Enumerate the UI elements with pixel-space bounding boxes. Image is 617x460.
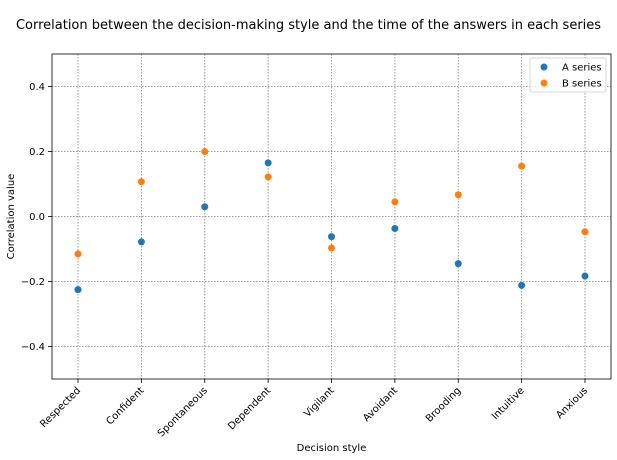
y-tick-label: −0.4 [21, 342, 45, 353]
x-tick-label: Avoidant [361, 385, 400, 424]
x-axis-label: Decision style [297, 443, 367, 454]
x-tick-label: Confident [104, 385, 146, 427]
a-series-point [328, 233, 335, 241]
x-tick-label: Dependent [226, 385, 273, 432]
x-tick-label: Vigilant [302, 385, 336, 419]
b-series-point [328, 244, 335, 252]
y-tick-label: −0.2 [21, 277, 45, 288]
legend-label: A series [562, 63, 602, 74]
b-series-point [581, 228, 589, 236]
b-series-point [518, 162, 526, 170]
a-series-point [581, 272, 589, 280]
a-series-point [201, 203, 209, 211]
y-tick-label: 0.0 [29, 212, 45, 223]
x-tick-label: Anxious [554, 385, 590, 421]
chart-title: Correlation between the decision-making … [15, 18, 602, 33]
b-series-point [137, 178, 145, 186]
x-tick-label: Respected [38, 385, 83, 430]
legend-box [529, 57, 607, 93]
b-series-point [391, 198, 399, 206]
b-series-point [74, 250, 82, 258]
axis-ticks: Respected Confident Spontaneous Dependent Vi… [21, 82, 590, 439]
legend-marker [540, 63, 548, 71]
b-series-point [264, 173, 272, 181]
y-tick-label: 0.4 [29, 82, 45, 93]
y-axis-label: Correlation value [6, 174, 17, 260]
a-series-point [391, 225, 399, 233]
grid [52, 54, 611, 379]
x-tick-label: Brooding [424, 385, 463, 424]
a-series-point [264, 159, 272, 167]
legend-label: B series [562, 79, 602, 90]
data-points [74, 148, 589, 294]
a-series-point [137, 238, 145, 246]
x-tick-label: Intuitive [490, 385, 527, 422]
y-tick-label: 0.2 [29, 147, 45, 158]
x-tick-label: Spontaneous [156, 385, 210, 439]
a-series-point [518, 281, 526, 289]
legend-marker [540, 79, 548, 87]
a-series-point [454, 260, 462, 268]
b-series-point [201, 148, 209, 155]
legend: A series B series [529, 57, 607, 93]
b-series-point [454, 191, 462, 199]
a-series-point [74, 286, 82, 294]
